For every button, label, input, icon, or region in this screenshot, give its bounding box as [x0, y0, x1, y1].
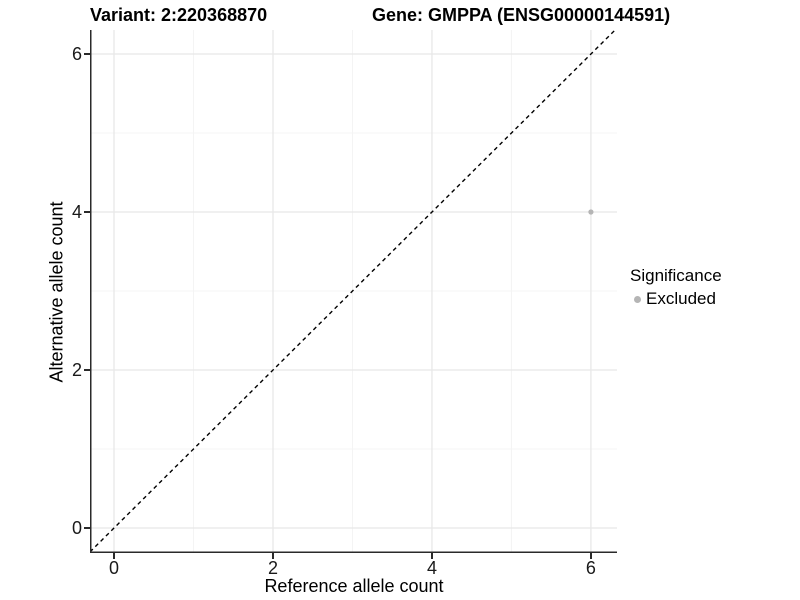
excluded-point-icon — [634, 295, 641, 303]
y-tick-mark — [84, 53, 90, 55]
y-tick-label: 0 — [71, 518, 82, 539]
data-point — [588, 209, 594, 215]
x-tick-label: 6 — [585, 558, 596, 578]
x-tick-mark — [272, 553, 274, 559]
legend: Significance Excluded — [630, 266, 722, 309]
y-axis-title: Alternative allele count — [46, 201, 67, 383]
x-tick-mark — [590, 553, 592, 559]
y-tick-mark — [84, 527, 90, 529]
y-tick-label: 2 — [71, 360, 82, 381]
y-tick-label: 6 — [71, 44, 82, 65]
x-tick-label: 0 — [108, 558, 119, 578]
y-tick-mark — [84, 211, 90, 213]
x-tick-label: 2 — [267, 558, 278, 578]
gene-title: Gene: GMPPA (ENSG00000144591) — [372, 5, 671, 25]
scatter-plot — [90, 30, 617, 553]
x-tick-label: 4 — [426, 558, 437, 578]
variant-title: Variant: 2:220368870 — [90, 5, 268, 25]
x-tick-mark — [431, 553, 433, 559]
identity-line — [90, 30, 616, 553]
legend-title: Significance — [630, 266, 722, 285]
x-tick-mark — [113, 553, 115, 559]
plot-panel — [90, 30, 617, 553]
legend-entry-label: Excluded — [646, 289, 716, 308]
legend-entry-excluded: Excluded — [634, 289, 722, 309]
y-tick-label: 4 — [71, 202, 82, 223]
y-tick-mark — [84, 369, 90, 371]
x-axis-title: Reference allele count — [264, 576, 444, 596]
